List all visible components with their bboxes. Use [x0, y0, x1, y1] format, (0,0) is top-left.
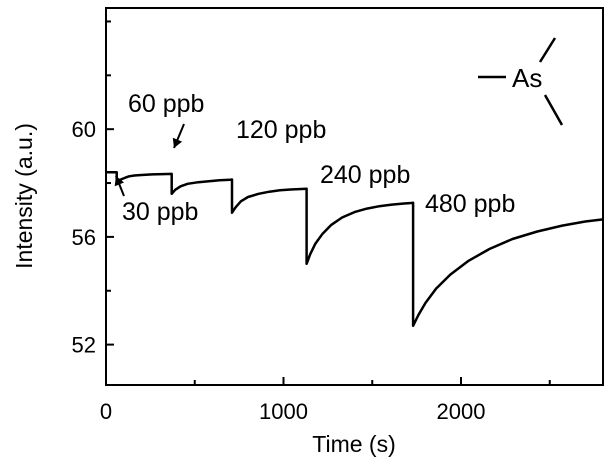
legend-label: As: [512, 63, 542, 93]
annotation-label: 240 ppb: [320, 161, 410, 189]
annotation-arrowhead: [172, 137, 183, 148]
plot-area: 0 1000 2000 52 56 60 30 ppb 60 ppb 120 ppb 240 …: [72, 7, 604, 424]
legend-bond-lower: [543, 94, 564, 126]
x-axis-ticks: 0 1000 2000: [100, 377, 551, 424]
x-tick-label: 2000: [437, 399, 486, 424]
annotation-label: 60 ppb: [128, 90, 204, 118]
series-group: [106, 171, 604, 328]
annotation-label: 120 ppb: [236, 116, 326, 144]
series-line: [106, 171, 604, 328]
annotation-label: 480 ppb: [425, 190, 515, 218]
y-tick-label: 52: [72, 333, 96, 358]
x-tick-label: 1000: [259, 399, 308, 424]
annotations: 30 ppb 60 ppb 120 ppb 240 ppb 480 ppb: [114, 90, 515, 226]
legend: As: [478, 37, 564, 126]
x-tick-label: 0: [100, 399, 112, 424]
axes-frame: [105, 7, 604, 386]
y-tick-label: 56: [72, 225, 96, 250]
y-tick-label: 60: [72, 117, 96, 142]
annotation-arrowhead: [114, 176, 124, 187]
y-axis-label: Intensity (a.u.): [11, 123, 37, 269]
x-axis-label: Time (s): [312, 431, 395, 457]
annotation-label: 30 ppb: [122, 198, 198, 226]
y-axis-ticks: 52 56 60: [72, 20, 114, 358]
legend-bond-upper: [538, 37, 557, 63]
